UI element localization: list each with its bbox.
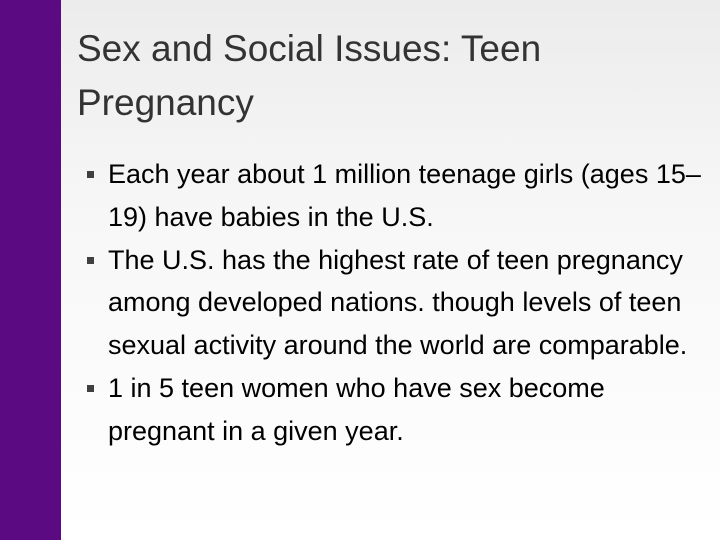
bullet-item: 1 in 5 teen women who have sex become pr… (87, 367, 704, 453)
bullet-item: The U.S. has the highest rate of teen pr… (87, 239, 704, 367)
bullet-item: Each year about 1 million teenage girls … (87, 153, 704, 239)
slide-title: Sex and Social Issues: Teen Pregnancy (77, 28, 542, 123)
bullet-list: Each year about 1 million teenage girls … (87, 153, 704, 453)
side-bar (0, 0, 61, 540)
